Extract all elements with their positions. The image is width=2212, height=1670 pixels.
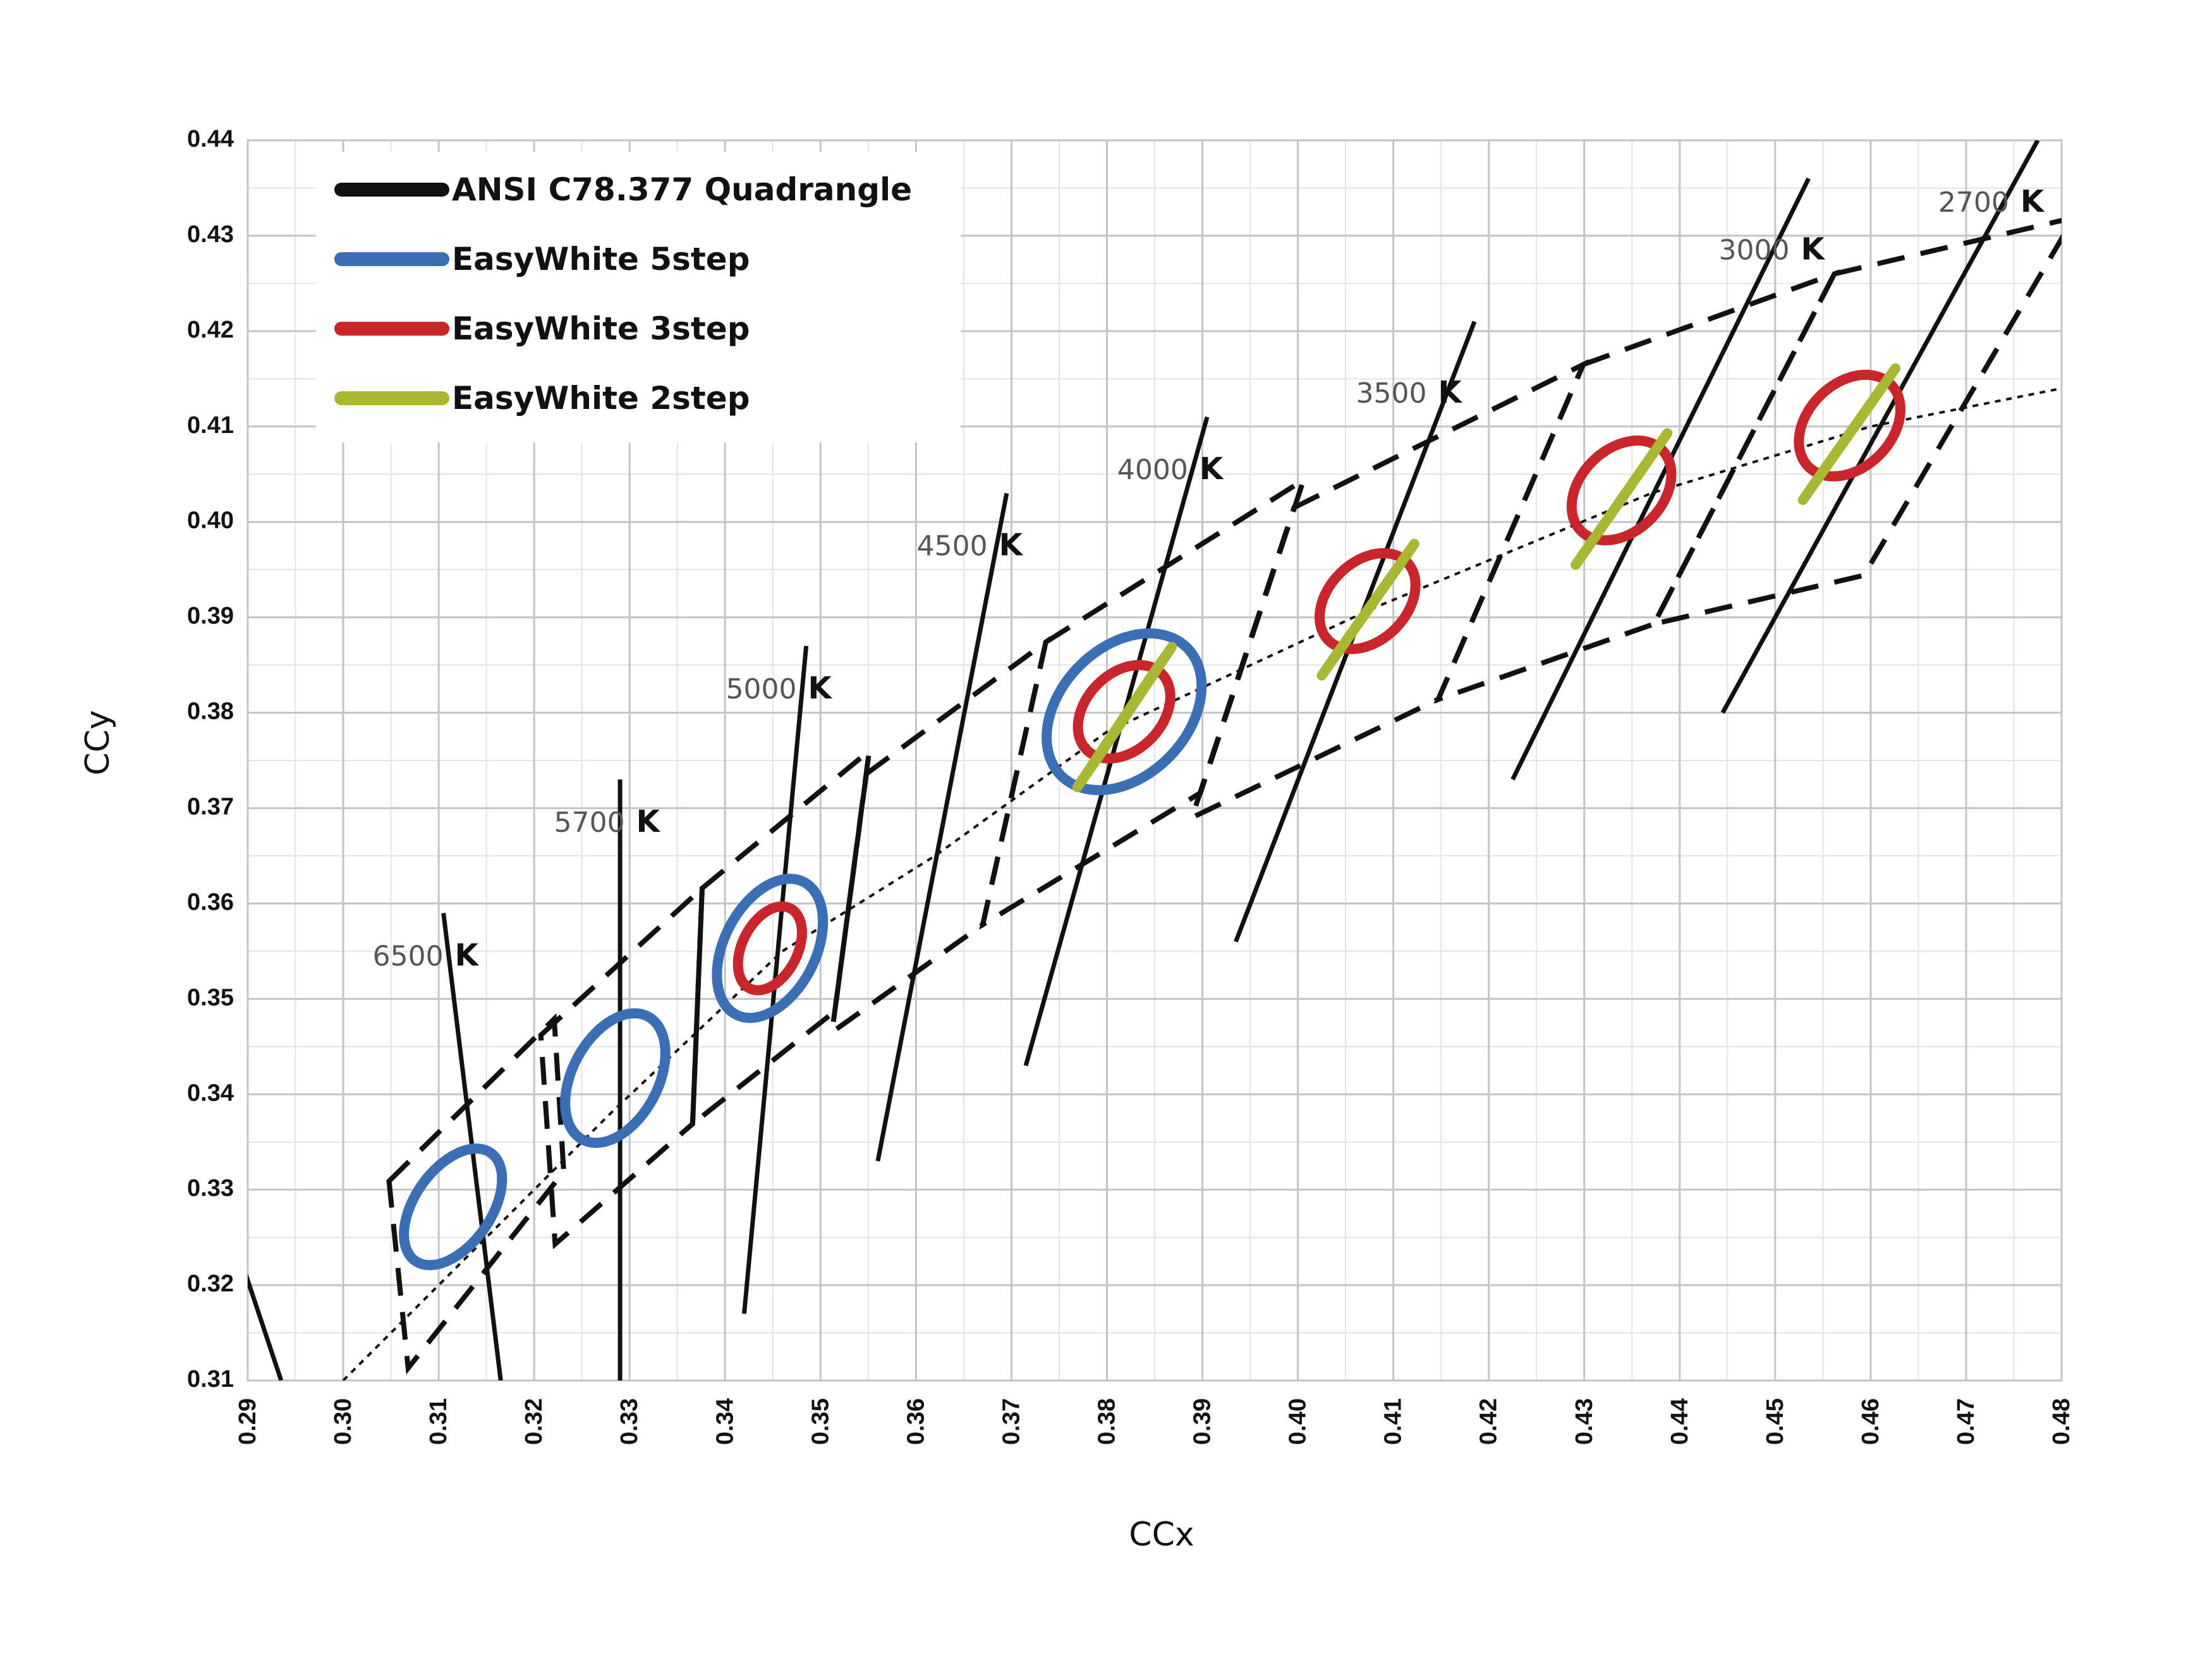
easywhite-2step-quad [1571, 428, 1673, 570]
legend-label: EasyWhite 3step [452, 310, 750, 347]
easywhite-5step-ellipse [712, 874, 829, 1023]
blackbody-locus [342, 387, 2062, 1380]
isotherm-line [875, 492, 1009, 1162]
easywhite-3step-ellipse [1794, 369, 1905, 482]
x-tick-label: 0.46 [1857, 1398, 1884, 1445]
cct-unit: K [2021, 184, 2045, 219]
ansi-quadrangle [538, 882, 705, 1250]
isotherm-line [1720, 140, 2040, 714]
cct-label: 5000 [726, 673, 797, 705]
y-tick-label: 0.31 [187, 1366, 234, 1393]
easywhite-2step-quad [1797, 363, 1901, 505]
legend-label: EasyWhite 5step [452, 241, 750, 277]
x-tick-label: 0.44 [1667, 1398, 1693, 1445]
cct-number: 3000 [1719, 235, 1790, 267]
isotherm-line [248, 1273, 284, 1380]
y-tick-label: 0.34 [187, 1080, 234, 1106]
legend-label: ANSI C78.377 Quadrangle [452, 171, 912, 208]
y-axis-title: CCy [79, 710, 117, 775]
x-tick-label: 0.32 [521, 1398, 547, 1445]
easywhite-5step-ellipse [560, 1008, 671, 1149]
legend-label: EasyWhite 2step [452, 380, 750, 417]
easywhite-3step-ellipse [1073, 660, 1176, 764]
easywhite-2step-quad [1316, 539, 1419, 681]
x-tick-label: 0.37 [998, 1398, 1024, 1445]
cct-unit: K [999, 528, 1024, 563]
x-tick-label: 0.45 [1762, 1398, 1789, 1445]
ansi-quadrangle [1433, 269, 1840, 704]
cct-unit: K [455, 937, 480, 973]
cct-number: 3500 [1356, 377, 1427, 410]
cct-unit: K [1438, 375, 1463, 410]
easywhite-5step-ellipse [399, 1143, 507, 1271]
x-tick-label: 0.31 [425, 1398, 452, 1445]
x-tick-label: 0.34 [712, 1398, 738, 1445]
cct-label: 4500 [917, 530, 988, 563]
easywhite-3step-ellipse [1566, 436, 1677, 545]
y-tick-label: 0.35 [187, 984, 234, 1011]
x-tick-label: 0.33 [616, 1398, 643, 1445]
cct-number: 5700 [554, 807, 625, 839]
y-tick-label: 0.44 [187, 126, 234, 152]
isotherm-line [1510, 177, 1811, 781]
ansi-quadrangle [690, 745, 873, 1130]
easywhite-2step-quad [1072, 642, 1177, 793]
cct-label: 3000 [1719, 235, 1790, 267]
y-tick-label: 0.33 [187, 1175, 234, 1202]
legend: ANSI C78.377 Quadrangle EasyWhite 5step Ea… [334, 171, 912, 417]
x-tick-label: 0.42 [1476, 1398, 1502, 1445]
x-tick-label: 0.47 [1953, 1398, 1979, 1445]
cct-number: 4500 [917, 530, 988, 563]
grid-lines [246, 139, 2063, 1382]
y-tick-label: 0.39 [187, 603, 234, 630]
cct-label: 3500 [1356, 377, 1427, 410]
cct-unit: K [1200, 451, 1224, 487]
x-tick-label: 0.43 [1571, 1398, 1598, 1445]
y-tick-label: 0.43 [187, 221, 234, 248]
cct-number: 5000 [726, 673, 797, 705]
cct-label: 6500 [373, 940, 444, 972]
cct-labels: 6500 K 5700 K 5000 K 4500 K 4000 K 3500 K 3000 K 2700 K [373, 184, 2045, 973]
y-tick-label: 0.42 [187, 317, 234, 343]
x-axis-title: CCx [1129, 1516, 1194, 1554]
x-tick-label: 0.41 [1380, 1398, 1407, 1445]
plot-content [248, 140, 2062, 1380]
cct-number: 6500 [373, 940, 444, 972]
y-tick-label: 0.36 [187, 889, 234, 915]
cct-unit: K [808, 671, 833, 706]
y-tick-label: 0.41 [187, 412, 234, 439]
easywhite-3step-ellipse [732, 901, 807, 996]
cct-unit: K [636, 804, 661, 839]
isotherm-line [1023, 416, 1210, 1066]
y-tick-label: 0.40 [187, 508, 234, 534]
cct-label: 5700 [554, 807, 625, 839]
cct-number: 2700 [1938, 186, 2009, 219]
y-tick-label: 0.38 [187, 698, 234, 725]
x-tick-label: 0.38 [1094, 1398, 1121, 1445]
x-tick-label: 0.48 [2048, 1398, 2075, 1445]
cct-unit: K [1801, 232, 1826, 267]
x-tick-label: 0.39 [1189, 1398, 1216, 1445]
cct-label: 4000 [1117, 454, 1188, 486]
y-tick-label: 0.37 [187, 793, 234, 820]
x-tick-label: 0.36 [902, 1398, 929, 1445]
ansi-quadrangle [386, 1013, 567, 1375]
easywhite-5step-ellipse [1042, 628, 1207, 796]
cct-label: 2700 [1938, 186, 2009, 219]
cct-number: 4000 [1117, 454, 1188, 486]
x-tick-label: 0.30 [330, 1398, 356, 1445]
y-tick-label: 0.32 [187, 1271, 234, 1297]
y-tick-labels: 0.31 0.32 0.33 0.34 0.35 0.36 0.37 0.38 0.39 0.40… [187, 126, 234, 1393]
x-tick-label: 0.35 [807, 1398, 834, 1445]
x-tick-label: 0.40 [1285, 1398, 1311, 1445]
x-tick-label: 0.29 [234, 1398, 261, 1445]
x-tick-labels: 0.29 0.30 0.31 0.32 0.33 0.34 0.35 0.36 0.37 0.38… [234, 1398, 2075, 1445]
